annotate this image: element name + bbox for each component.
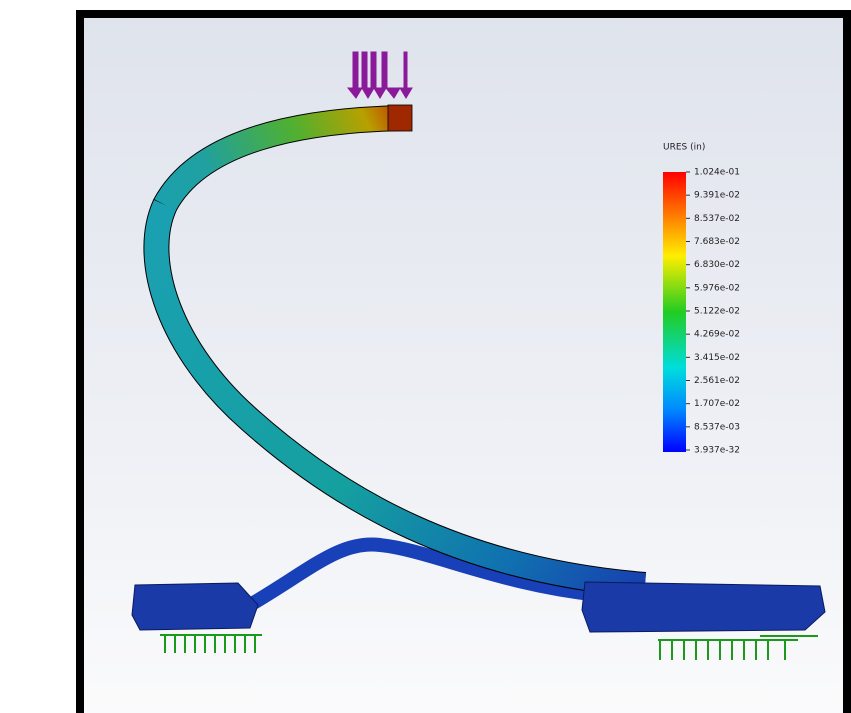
legend-label: 7.683e-02	[694, 237, 740, 247]
legend-label: 5.976e-02	[694, 283, 740, 293]
legend-label: 1.707e-02	[694, 399, 740, 409]
right-pad	[582, 582, 825, 632]
legend-label: 3.937e-32	[694, 446, 740, 456]
legend-label: 3.415e-02	[694, 353, 740, 363]
legend-label: 5.122e-02	[694, 307, 740, 317]
legend-label: 8.537e-02	[694, 214, 740, 224]
simulation-view: URES (in) 1.024e-01 9.391e-02 8.537e-02 7.6…	[0, 0, 851, 713]
beam-end	[388, 105, 412, 131]
legend-label: 6.830e-02	[694, 260, 740, 270]
left-pad	[132, 583, 258, 630]
color-scale	[663, 172, 686, 452]
legend-label: 8.537e-03	[694, 422, 740, 432]
legend-label: 9.391e-02	[694, 191, 740, 201]
legend-label: 4.269e-02	[694, 330, 740, 340]
legend-label: 2.561e-02	[694, 376, 740, 386]
legend-title: URES (in)	[663, 143, 705, 153]
legend-label: 1.024e-01	[694, 168, 740, 178]
